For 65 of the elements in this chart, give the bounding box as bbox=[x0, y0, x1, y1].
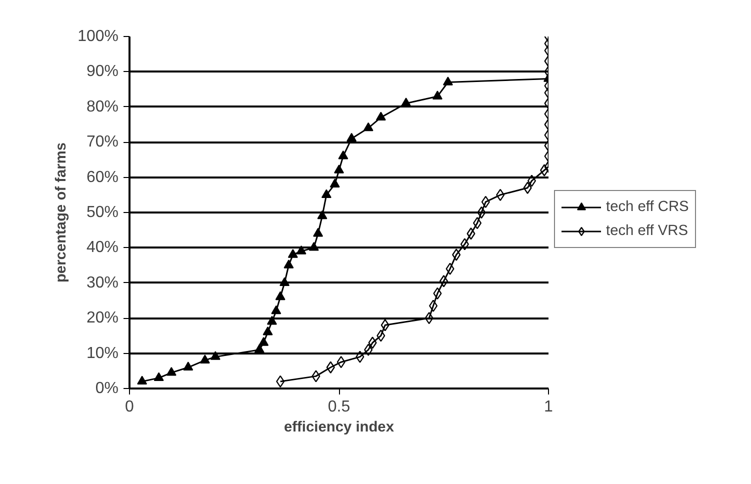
point bbox=[266, 316, 277, 325]
y-tick-label: 10% bbox=[86, 344, 119, 362]
legend-label: tech eff VRS bbox=[606, 223, 688, 239]
y-tick-label: 70% bbox=[86, 134, 119, 151]
point bbox=[271, 305, 282, 314]
point bbox=[523, 182, 532, 194]
y-tick-label: 0% bbox=[95, 380, 118, 397]
point bbox=[363, 122, 374, 132]
point bbox=[356, 350, 364, 363]
point bbox=[446, 262, 454, 275]
y-tick-label: 30% bbox=[86, 274, 119, 292]
point bbox=[313, 228, 324, 237]
x-tick-label: 0 bbox=[125, 398, 134, 416]
point bbox=[364, 344, 373, 356]
point bbox=[424, 312, 434, 324]
point bbox=[183, 362, 194, 370]
point bbox=[326, 361, 335, 374]
y-axis-title: percentage of farms bbox=[54, 142, 70, 283]
point bbox=[284, 260, 294, 268]
point bbox=[432, 90, 442, 100]
point bbox=[401, 98, 412, 106]
point bbox=[288, 249, 298, 258]
y-tick-label: 100% bbox=[78, 28, 118, 45]
legend-label: tech eff CRS bbox=[606, 199, 689, 215]
point bbox=[376, 112, 386, 121]
y-tick-label: 60% bbox=[86, 168, 119, 186]
point bbox=[137, 376, 148, 385]
y-tick-label: 80% bbox=[86, 98, 119, 116]
point bbox=[380, 319, 390, 332]
point bbox=[312, 370, 320, 382]
y-tick-label: 40% bbox=[86, 239, 119, 256]
x-tick-label: 1 bbox=[544, 398, 554, 416]
y-tick-label: 90% bbox=[86, 63, 119, 80]
point bbox=[452, 248, 461, 261]
y-tick-label: 20% bbox=[86, 310, 119, 327]
point bbox=[321, 189, 332, 198]
point bbox=[200, 354, 210, 364]
point bbox=[166, 366, 176, 376]
point bbox=[346, 132, 357, 142]
y-tick-label: 50% bbox=[86, 204, 119, 221]
point bbox=[154, 372, 164, 382]
point bbox=[336, 356, 346, 368]
point bbox=[439, 275, 448, 288]
point bbox=[334, 164, 344, 174]
x-axis-title: efficiency index bbox=[284, 420, 395, 436]
point bbox=[258, 337, 269, 346]
point bbox=[429, 300, 438, 312]
point bbox=[368, 336, 377, 349]
point bbox=[376, 330, 386, 342]
point bbox=[210, 351, 220, 360]
point bbox=[527, 174, 536, 187]
point bbox=[317, 210, 328, 220]
point bbox=[442, 76, 453, 86]
x-tick-label: 0.5 bbox=[328, 398, 350, 416]
point bbox=[460, 238, 469, 250]
point bbox=[296, 246, 306, 254]
point bbox=[280, 277, 290, 286]
point bbox=[338, 150, 348, 160]
point bbox=[262, 326, 273, 336]
point bbox=[496, 188, 505, 201]
point bbox=[308, 242, 319, 251]
point bbox=[466, 228, 476, 240]
point bbox=[254, 344, 264, 353]
point bbox=[275, 291, 286, 300]
point bbox=[330, 178, 340, 188]
